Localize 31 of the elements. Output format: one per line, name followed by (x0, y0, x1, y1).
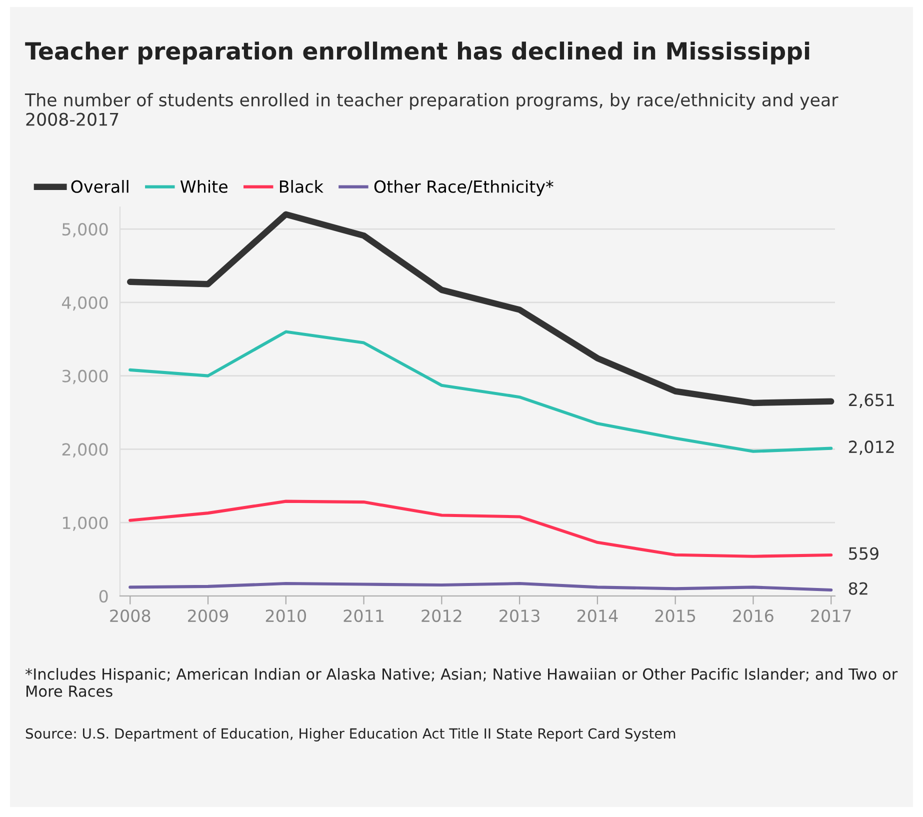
chart-subtitle: The number of students enrolled in teacher preparation programs, by race/ethnicity and year 2008-2017 (24, 93, 838, 126)
y-tick-label: 5,000 (62, 222, 108, 238)
x-tick-label: 2013 (500, 609, 540, 622)
y-tick-label: 1,000 (63, 516, 108, 531)
data-label: 2,651 (848, 394, 894, 408)
x-tick-label: 2008 (110, 609, 150, 622)
y-tick-label: 3,000 (62, 370, 108, 384)
legend-label: Other Race/Ethnicity* (374, 180, 554, 196)
legend-label: Overall (71, 180, 128, 193)
source-note: Source: U.S. Department of Education, Higher Education Act Title II State Report Card System (26, 728, 676, 742)
chart-title: Teacher preparation enrollment has declined in Mississippi (25, 42, 810, 64)
line-series (128, 582, 833, 592)
x-tick-label: 2010 (266, 609, 306, 622)
y-tick-label: 2,000 (62, 443, 108, 458)
data-label: 2,012 (848, 440, 894, 455)
x-tick-label: 2009 (188, 609, 228, 622)
data-label: 82 (848, 582, 868, 595)
y-tick-label: 0 (99, 590, 108, 603)
text: *Includes Hispanic; American Indian or Alaska Native; Asian; Native Hawaiian or Other Pacific Islander; and Two or More Races (25, 668, 898, 697)
x-tick-label: 2015 (655, 609, 696, 622)
y-tick-label: 4,000 (62, 296, 108, 311)
legend-label: White (180, 180, 228, 193)
x-tick-label: 2014 (577, 609, 618, 622)
x-tick-label: 2012 (422, 609, 462, 622)
x-tick-label: 2017 (811, 609, 851, 622)
line-series (128, 500, 833, 558)
data-label: 559 (849, 547, 878, 560)
x-tick-label: 2016 (733, 609, 774, 622)
line-series (128, 330, 833, 453)
legend-label: Black (280, 180, 324, 193)
x-tick-label: 2011 (344, 609, 384, 622)
